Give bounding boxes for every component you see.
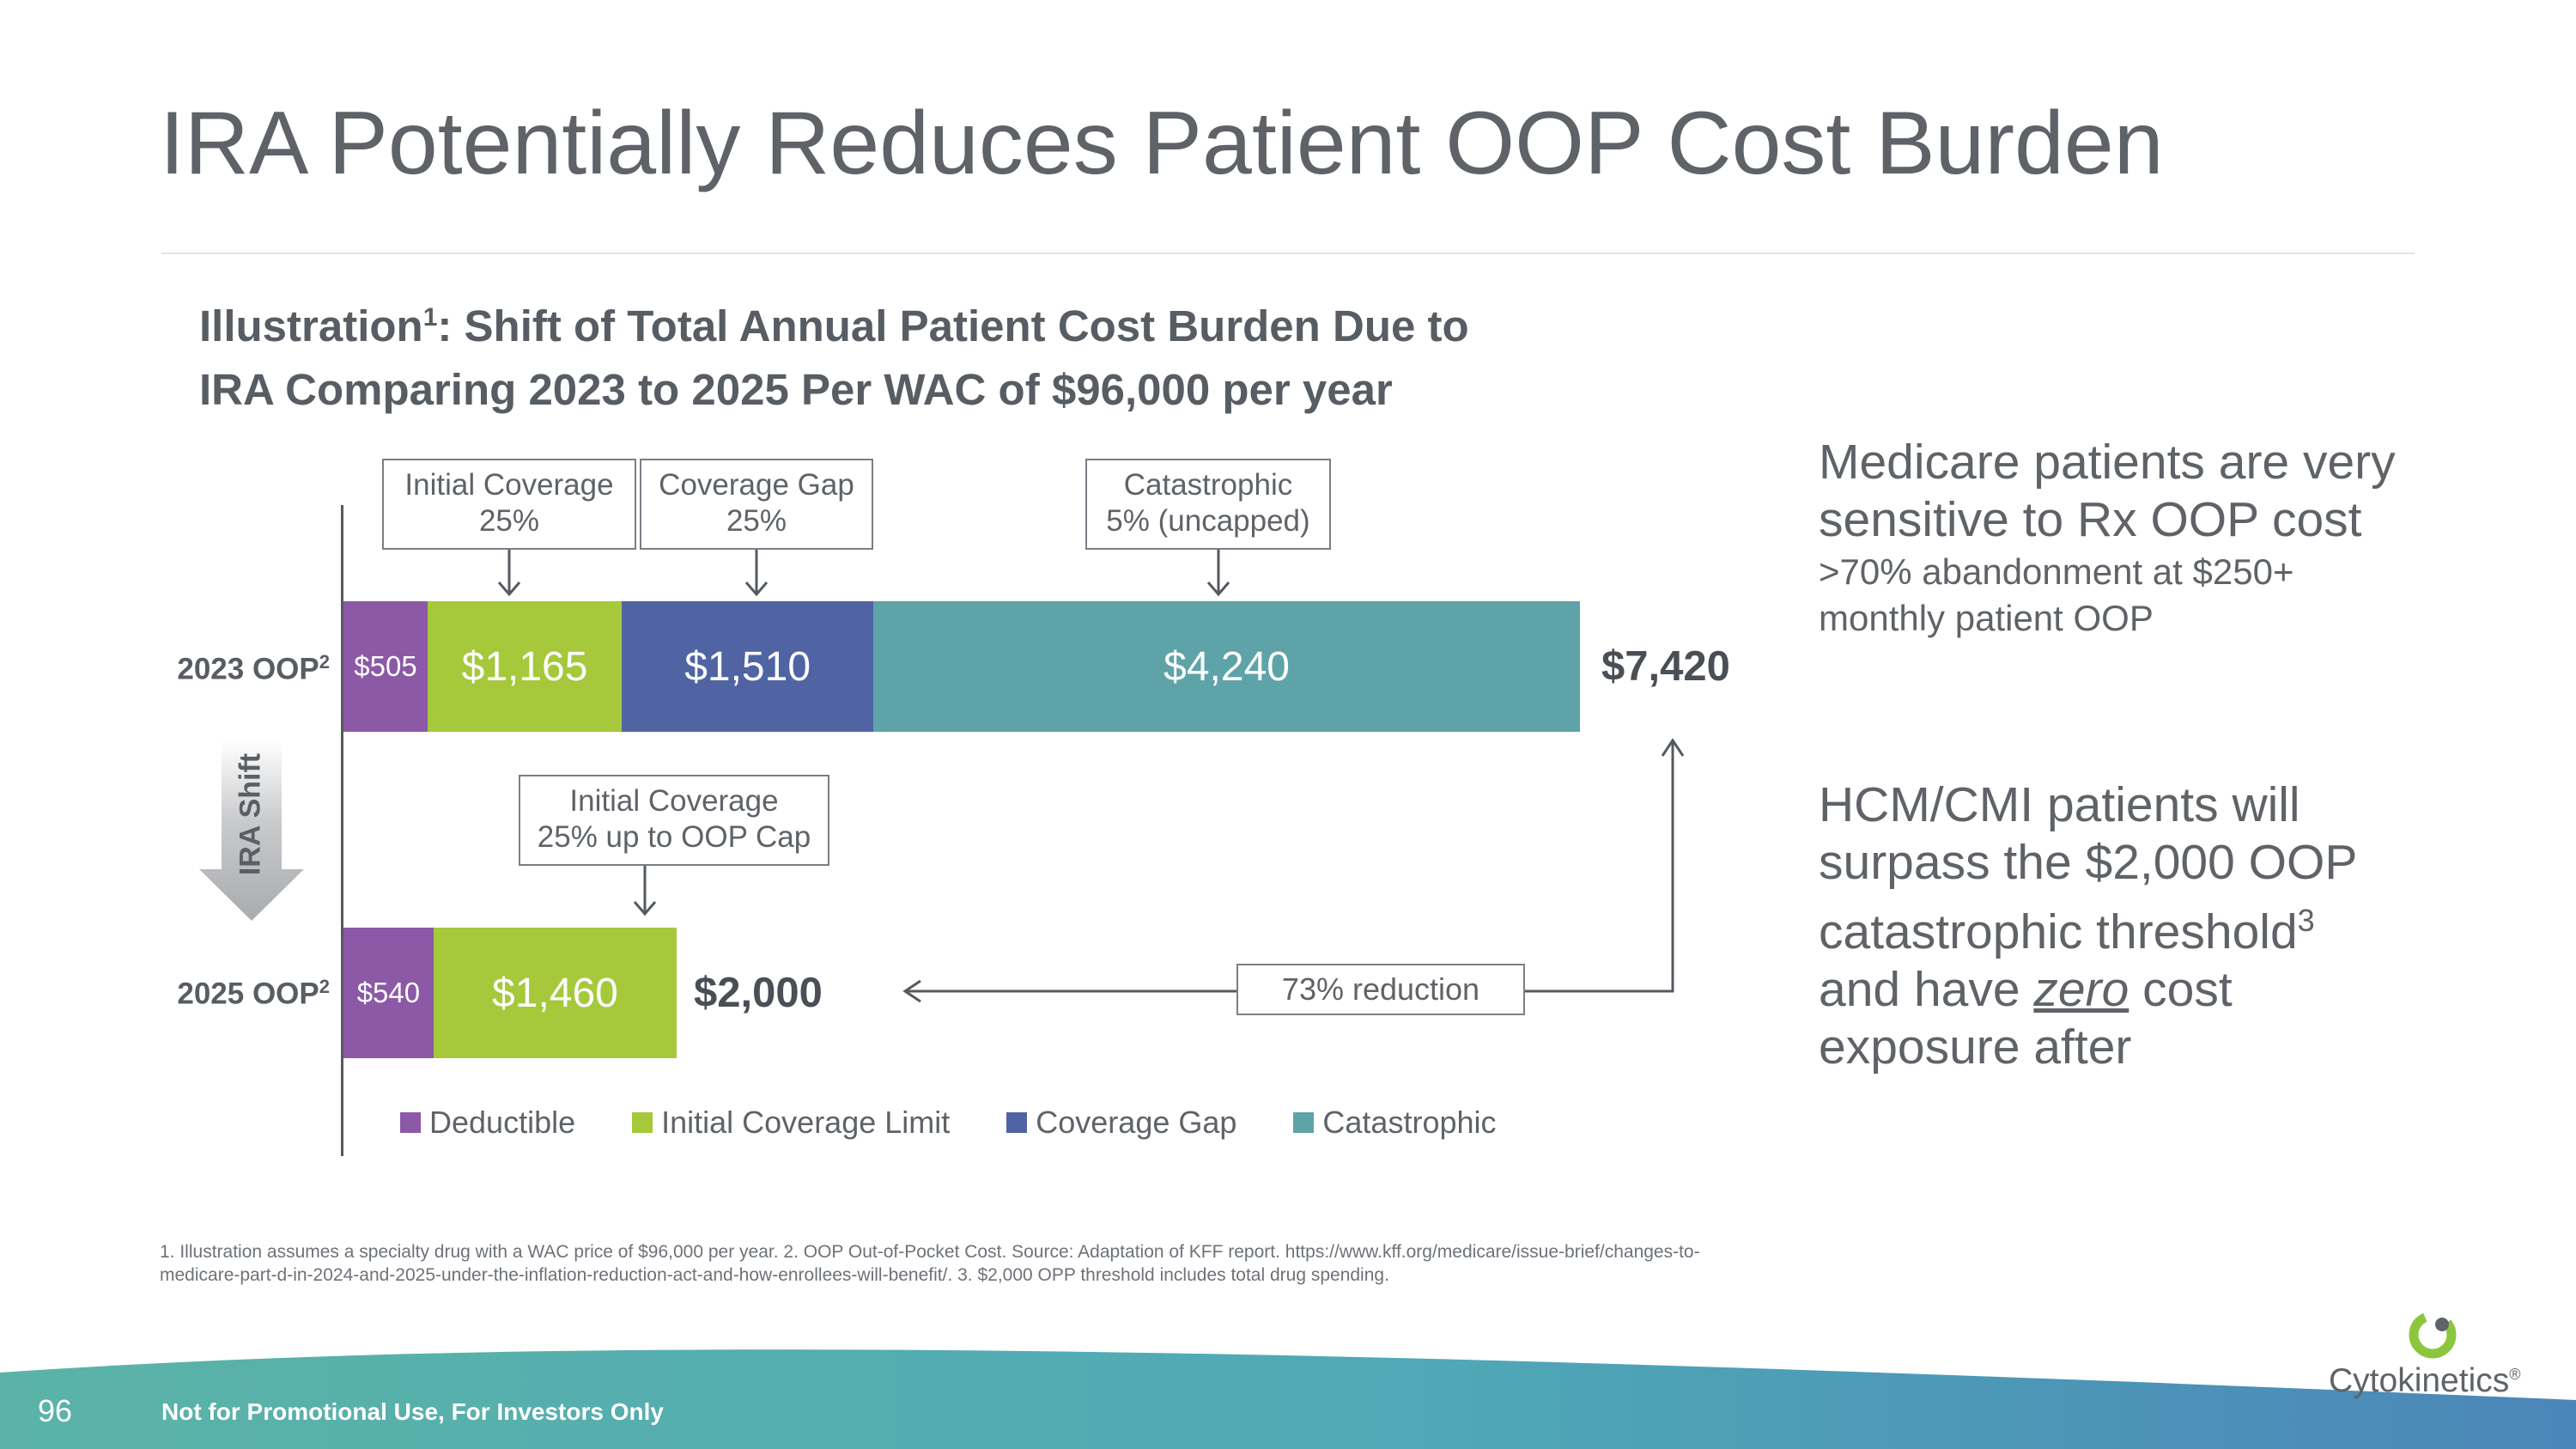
legend-initial-coverage-limit: Initial Coverage Limit: [632, 1105, 950, 1141]
annotation-coverage-gap-2023-line2: 25%: [726, 504, 787, 538]
annotation-coverage-gap-2023-line1: Coverage Gap: [659, 468, 854, 502]
title-divider: [161, 253, 2415, 254]
legend-coverage-gap-label: Coverage Gap: [1036, 1105, 1237, 1140]
side-detail-2: monthly patient OOP: [1819, 598, 2154, 638]
legend-deductible-label: Deductible: [429, 1105, 576, 1140]
row-label-2023-text: 2023 OOP: [177, 652, 319, 686]
annotation-initial-coverage-2025-line2: 25% up to OOP Cap: [537, 820, 811, 854]
reduction-label-box: 73% reduction: [1236, 964, 1525, 1015]
ira-shift-label: IRA Shift: [234, 752, 267, 876]
side-text-line-2: surpass the $2,000 OOP: [1819, 835, 2358, 890]
subtitle-lead: Illustration: [199, 301, 423, 350]
annotation-initial-coverage-2023-line2: 25%: [478, 504, 540, 538]
subtitle-footnote-ref: 1: [422, 303, 438, 332]
row-label-2025-sup: 2: [319, 976, 330, 997]
footnote-line-1: 1. Illustration assumes a specialty drug…: [160, 1242, 1700, 1262]
annotation-catastrophic-2023-line1: Catastrophic: [1123, 468, 1293, 502]
legend-catastrophic-label: Catastrophic: [1322, 1105, 1497, 1140]
bar-2025-deductible-label: $540: [356, 977, 421, 1008]
chart-subtitle-line-1: Illustration1: Shift of Total Annual Pat…: [199, 301, 1469, 351]
annotation-initial-coverage-2025-line1: Initial Coverage: [569, 784, 779, 818]
legend-initial-coverage-label: Initial Coverage Limit: [661, 1105, 951, 1140]
bar-2025-initial-coverage: $1,460: [433, 928, 677, 1058]
bar-2023-catastrophic: $4,240: [873, 601, 1580, 732]
annotation-catastrophic-2023-line2: 5% (uncapped): [1106, 504, 1310, 538]
side-text-line-3: catastrophic threshold3: [1819, 892, 2523, 961]
side-panel-block-1: Medicare patients are very sensitive to …: [1819, 434, 2523, 642]
bar-2023-coverage-gap: $1,510: [622, 601, 874, 732]
arrow-reduction-left: [902, 979, 1236, 1003]
legend-deductible: Deductible: [400, 1105, 575, 1141]
row-label-2023: 2023 OOP2: [177, 651, 330, 687]
footer-wave: [0, 1349, 2576, 1449]
side-text-line-5: exposure after: [1819, 1020, 2132, 1075]
bar-2023-coverage-gap-label: $1,510: [684, 643, 811, 690]
row-label-2025: 2025 OOP2: [177, 976, 330, 1012]
chart-subtitle-line-2: IRA Comparing 2023 to 2025 Per WAC of $9…: [199, 365, 1393, 414]
bar-2023-deductible: $505: [343, 601, 428, 732]
bar-2023: $505 $1,165 $1,510 $4,240: [343, 601, 1580, 732]
legend-swatch-deductible: [400, 1112, 421, 1133]
legend-catastrophic: Catastrophic: [1293, 1105, 1497, 1141]
chart-legend: Deductible Initial Coverage Limit Covera…: [400, 1105, 1497, 1141]
side-text-line-4-pre: and have: [1819, 962, 2034, 1017]
side-text-line-1: HCM/CMI patients will: [1819, 777, 2300, 832]
side-headline-2: sensitive to Rx OOP cost: [1819, 492, 2362, 547]
arrow-catastrophic-2023: [1206, 550, 1230, 597]
side-headline-1: Medicare patients are very: [1819, 435, 2396, 490]
bar-2023-initial-coverage-label: $1,165: [461, 643, 588, 690]
annotation-coverage-gap-2023: Coverage Gap 25%: [640, 459, 873, 550]
brand-registered-mark: ®: [2509, 1366, 2521, 1383]
legend-swatch-catastrophic: [1293, 1112, 1315, 1133]
side-text-footnote-ref: 3: [2297, 903, 2315, 938]
brand-name-text: Cytokinetics: [2329, 1362, 2510, 1399]
arrow-reduction-up: [1525, 738, 1685, 993]
bar-2025-initial-coverage-label: $1,460: [492, 970, 618, 1016]
total-2025: $2,000: [694, 970, 823, 1016]
bar-2023-deductible-label: $505: [354, 650, 417, 682]
footnote: 1. Illustration assumes a specialty drug…: [160, 1240, 1877, 1287]
footer-disclaimer: Not for Promotional Use, For Investors O…: [161, 1398, 664, 1425]
side-detail-1: >70% abandonment at $250+: [1819, 551, 2294, 592]
side-text-line-3-main: catastrophic threshold: [1819, 904, 2298, 959]
bar-2025: $540 $1,460: [343, 928, 1580, 1058]
arrow-initial-coverage-2023: [497, 550, 521, 597]
footnote-line-2: medicare-part-d-in-2024-and-2025-under-t…: [160, 1265, 1389, 1285]
annotation-catastrophic-2023: Catastrophic 5% (uncapped): [1085, 459, 1331, 550]
subtitle-rest: : Shift of Total Annual Patient Cost Bur…: [437, 301, 1469, 350]
page-number: 96: [38, 1393, 73, 1428]
ira-shift-arrow-shape: [199, 740, 304, 921]
side-text-emphasis-zero: zero: [2033, 962, 2129, 1017]
annotation-initial-coverage-2023: Initial Coverage 25%: [382, 459, 636, 550]
brand-name: Cytokinetics®: [2329, 1362, 2521, 1400]
arrow-initial-coverage-2025: [633, 866, 657, 916]
legend-swatch-initial-coverage: [632, 1112, 653, 1133]
row-label-2025-text: 2025 OOP: [177, 977, 319, 1011]
legend-swatch-coverage-gap: [1006, 1112, 1028, 1133]
slide-title: IRA Potentially Reduces Patient OOP Cost…: [160, 94, 2164, 193]
chart-axis-line: [341, 505, 343, 1156]
annotation-initial-coverage-2025: Initial Coverage 25% up to OOP Cap: [519, 775, 829, 866]
arrow-coverage-gap-2023: [744, 550, 769, 597]
side-panel-block-2: HCM/CMI patients will surpass the $2,000…: [1819, 776, 2523, 1076]
side-text-line-4: and have zero cost: [1819, 961, 2523, 1019]
side-text-line-4-post: cost: [2129, 962, 2233, 1017]
legend-coverage-gap: Coverage Gap: [1006, 1105, 1236, 1141]
row-label-2023-sup: 2: [319, 651, 330, 673]
annotation-initial-coverage-2023-line1: Initial Coverage: [404, 468, 614, 502]
bar-2023-initial-coverage: $1,165: [428, 601, 623, 732]
bar-2023-catastrophic-label: $4,240: [1163, 643, 1290, 690]
total-2023: $7,420: [1601, 643, 1730, 690]
bar-2025-deductible: $540: [343, 928, 434, 1058]
cytokinetics-logo-icon: [2409, 1311, 2457, 1359]
